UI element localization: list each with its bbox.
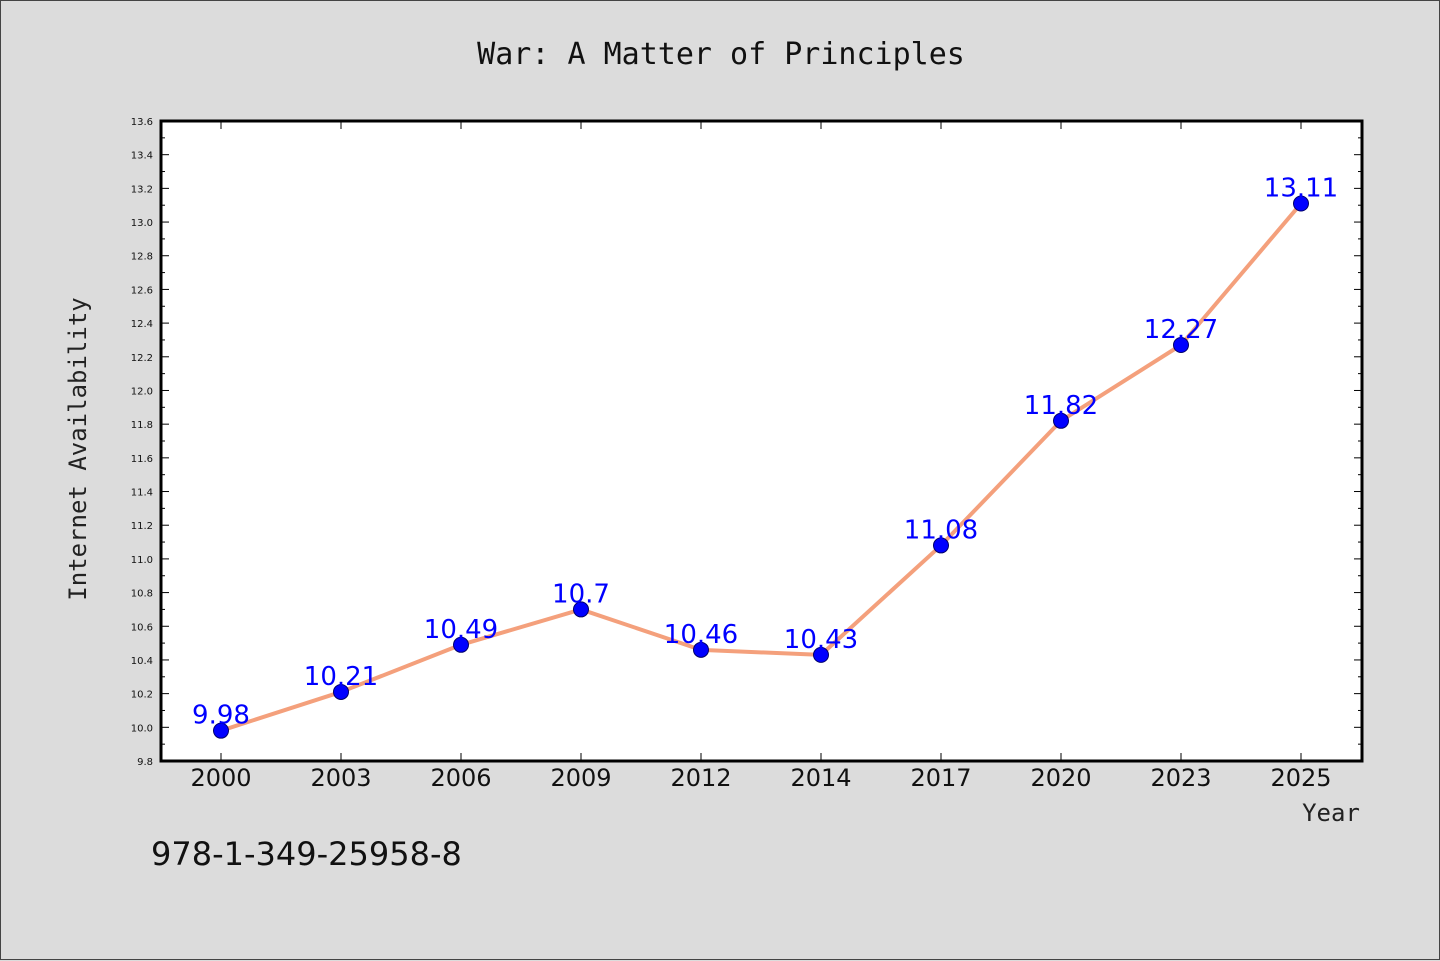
chart-title: War: A Matter of Principles (477, 37, 965, 72)
y-tick-label: 10.2 (131, 690, 153, 701)
y-tick-label: 11.2 (131, 521, 153, 532)
series-layer: 9.98 10.21 10.49 10.7 10.46 10.43 11.08 11.82 12… (192, 174, 1338, 739)
y-tick-label: 9.8 (137, 757, 153, 768)
y-axis: 9.8 10.0 10.2 10.4 10.6 10.8 11.0 11.2 11.4 11.6 1… (131, 117, 1362, 768)
y-tick-label: 12.4 (131, 319, 153, 330)
x-tick-label: 2020 (1030, 764, 1091, 792)
y-tick-label: 12.6 (131, 285, 153, 296)
x-tick-label: 2006 (430, 764, 491, 792)
isbn-footnote: 978-1-349-25958-8 (151, 835, 462, 873)
x-tick-label: 2009 (550, 764, 611, 792)
y-tick-label: 11.6 (131, 454, 153, 465)
x-axis: 2000 2003 2006 2009 2012 2014 2017 2020 2023 2025 (190, 121, 1332, 792)
data-label: 10.43 (784, 625, 858, 655)
y-tick-label: 11.4 (131, 488, 153, 499)
data-point (1053, 412, 1069, 429)
y-tick-label: 11.8 (131, 420, 153, 431)
x-tick-label: 2000 (190, 764, 251, 792)
y-tick-label: 13.6 (131, 117, 153, 128)
x-tick-label: 2014 (790, 764, 851, 792)
x-axis-label: Year (1302, 799, 1360, 827)
y-axis-label: Internet Availability (64, 297, 92, 600)
data-label: 10.7 (552, 579, 610, 609)
x-tick-label: 2023 (1150, 764, 1211, 792)
data-label: 9.98 (192, 701, 250, 731)
data-label: 13.11 (1264, 174, 1338, 204)
y-tick-label: 11.0 (131, 555, 153, 566)
y-tick-label: 13.4 (131, 151, 153, 162)
data-point (333, 683, 349, 700)
data-label: 11.08 (904, 515, 978, 545)
y-tick-label: 12.8 (131, 252, 153, 263)
x-tick-label: 2012 (670, 764, 731, 792)
data-point (1173, 337, 1189, 353)
data-point (213, 722, 229, 739)
y-tick-label: 10.6 (131, 622, 153, 633)
data-point (573, 601, 589, 618)
y-tick-label: 13.0 (131, 218, 153, 229)
data-point (693, 641, 709, 658)
y-tick-label: 13.2 (131, 184, 153, 195)
y-tick-label: 10.0 (131, 723, 153, 734)
y-tick-label: 12.2 (131, 353, 153, 364)
data-label: 10.49 (424, 615, 498, 645)
x-tick-label: 2017 (910, 764, 971, 792)
data-point (933, 537, 949, 554)
data-point (813, 646, 829, 663)
data-label: 10.21 (304, 662, 378, 692)
data-label: 12.27 (1144, 315, 1218, 345)
y-tick-label: 10.4 (131, 656, 153, 667)
data-label: 11.82 (1024, 391, 1098, 421)
data-label: 10.46 (664, 620, 738, 650)
data-point (453, 636, 469, 653)
y-tick-label: 10.8 (131, 589, 153, 600)
y-tick-label: 12.0 (131, 386, 153, 397)
x-tick-label: 2003 (310, 764, 371, 792)
series-line (220, 202, 1303, 733)
x-tick-label: 2025 (1270, 764, 1331, 792)
data-point (1293, 195, 1309, 212)
